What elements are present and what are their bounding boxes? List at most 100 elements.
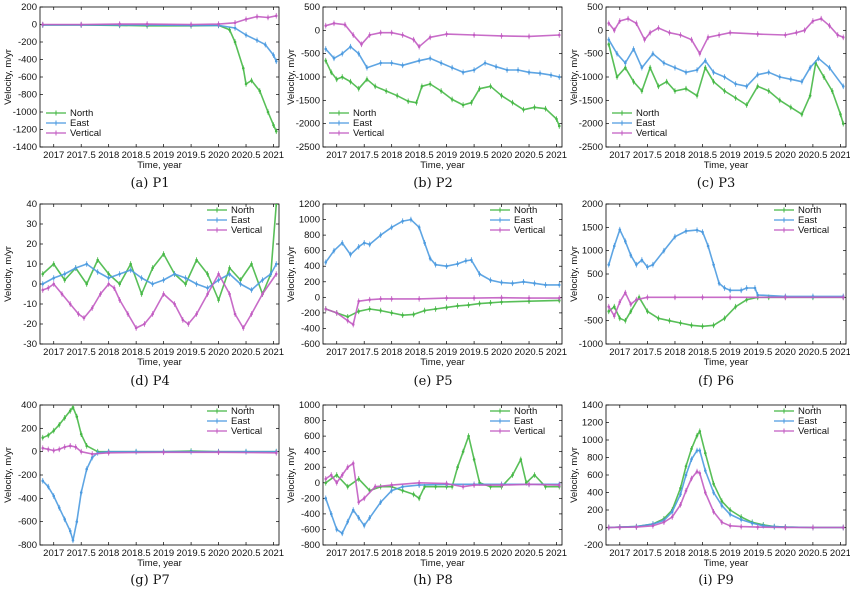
point-east [745, 286, 748, 290]
point-vertical [162, 292, 165, 296]
point-east [494, 65, 498, 69]
point-north [839, 113, 842, 116]
point-east [557, 75, 561, 79]
point-north [648, 66, 652, 69]
point-east [324, 47, 328, 51]
plot-area [607, 226, 845, 330]
point-north [151, 266, 154, 270]
point-vertical [255, 15, 259, 18]
point-north [401, 489, 404, 492]
point-east [349, 253, 352, 256]
y-tick-label-2000: 2000 [582, 199, 603, 210]
point-north [478, 87, 481, 90]
legend-label-north: North [70, 108, 93, 119]
x-axis-label: Time, year [137, 160, 182, 171]
legend-label-vertical: Vertical [798, 225, 829, 236]
point-east [533, 282, 536, 285]
point-north [679, 321, 682, 325]
point-east [362, 524, 366, 527]
point-north [456, 304, 459, 308]
x-tick-label-2018.5: 2018.5 [122, 150, 151, 161]
point-vertical [472, 483, 476, 487]
legend-label-east: East [636, 118, 655, 129]
x-tick-label-2019: 2019 [720, 548, 741, 559]
point-east [651, 263, 655, 266]
legend-label-north: North [231, 205, 254, 216]
point-north [85, 444, 89, 448]
x-tick-label-2017: 2017 [609, 150, 630, 161]
point-vertical [803, 29, 806, 32]
point-north [412, 493, 415, 496]
point-east [684, 473, 688, 477]
point-east [549, 73, 553, 77]
point-vertical [841, 526, 845, 529]
y-tick-label-1200: 1200 [299, 199, 320, 210]
x-tick-label-2017.5: 2017.5 [350, 548, 379, 559]
point-north [406, 99, 410, 103]
caption-p7: (g) P7 [130, 573, 170, 588]
point-vertical [390, 31, 393, 34]
point-east [767, 71, 771, 74]
point-north [522, 108, 525, 111]
point-north [41, 436, 45, 439]
point-vertical [77, 312, 80, 316]
point-north [712, 80, 715, 83]
x-tick-label-2017: 2017 [609, 548, 630, 559]
point-north [68, 409, 72, 413]
point-east [324, 261, 328, 264]
point-vertical [500, 483, 503, 487]
point-east [346, 520, 350, 523]
point-north [368, 307, 372, 311]
point-vertical [412, 38, 415, 41]
point-vertical [648, 31, 652, 34]
point-east [329, 512, 333, 516]
point-vertical [126, 312, 130, 316]
point-vertical [527, 35, 531, 38]
x-tick-label-2021: 2021 [546, 548, 567, 559]
y-tick-label--600: -600 [18, 517, 37, 528]
point-vertical [684, 489, 688, 493]
point-vertical [195, 312, 198, 316]
point-north [478, 302, 481, 305]
caption-p1: (a) P1 [130, 176, 170, 191]
point-north [57, 423, 61, 427]
point-vertical [417, 297, 421, 301]
point-north [500, 94, 503, 97]
point-north [228, 28, 231, 32]
point-vertical [635, 525, 638, 529]
y-axis-label: Velocity, m/yr [569, 49, 580, 105]
point-east [351, 508, 355, 512]
x-tick-label-2020: 2020 [775, 548, 796, 559]
point-vertical [657, 26, 660, 30]
point-vertical [784, 526, 787, 529]
point-east [90, 456, 94, 459]
point-vertical [417, 45, 421, 48]
point-east [607, 263, 611, 266]
point-north [665, 80, 668, 83]
y-tick-label--500: -500 [584, 316, 603, 327]
point-vertical [379, 31, 382, 34]
legend-label-east: East [798, 416, 817, 427]
y-axis-label: Velocity, m/yr [286, 447, 297, 503]
point-vertical [635, 22, 638, 25]
legend-label-east: East [353, 118, 372, 129]
point-north [745, 103, 748, 107]
point-north [607, 43, 611, 46]
point-north [63, 416, 67, 420]
point-north [519, 458, 523, 461]
point-vertical [217, 22, 220, 26]
point-vertical [74, 445, 78, 449]
point-vertical [557, 33, 561, 37]
point-vertical [428, 36, 432, 39]
y-tick-label--500: -500 [584, 49, 603, 60]
point-vertical [527, 296, 531, 300]
point-north [162, 252, 165, 256]
point-north [274, 129, 278, 133]
point-vertical [607, 526, 611, 529]
point-vertical [266, 16, 270, 19]
plot-area [41, 405, 278, 544]
point-east [340, 532, 344, 535]
y-tick-label-500: 500 [587, 2, 603, 13]
point-north [684, 464, 688, 468]
